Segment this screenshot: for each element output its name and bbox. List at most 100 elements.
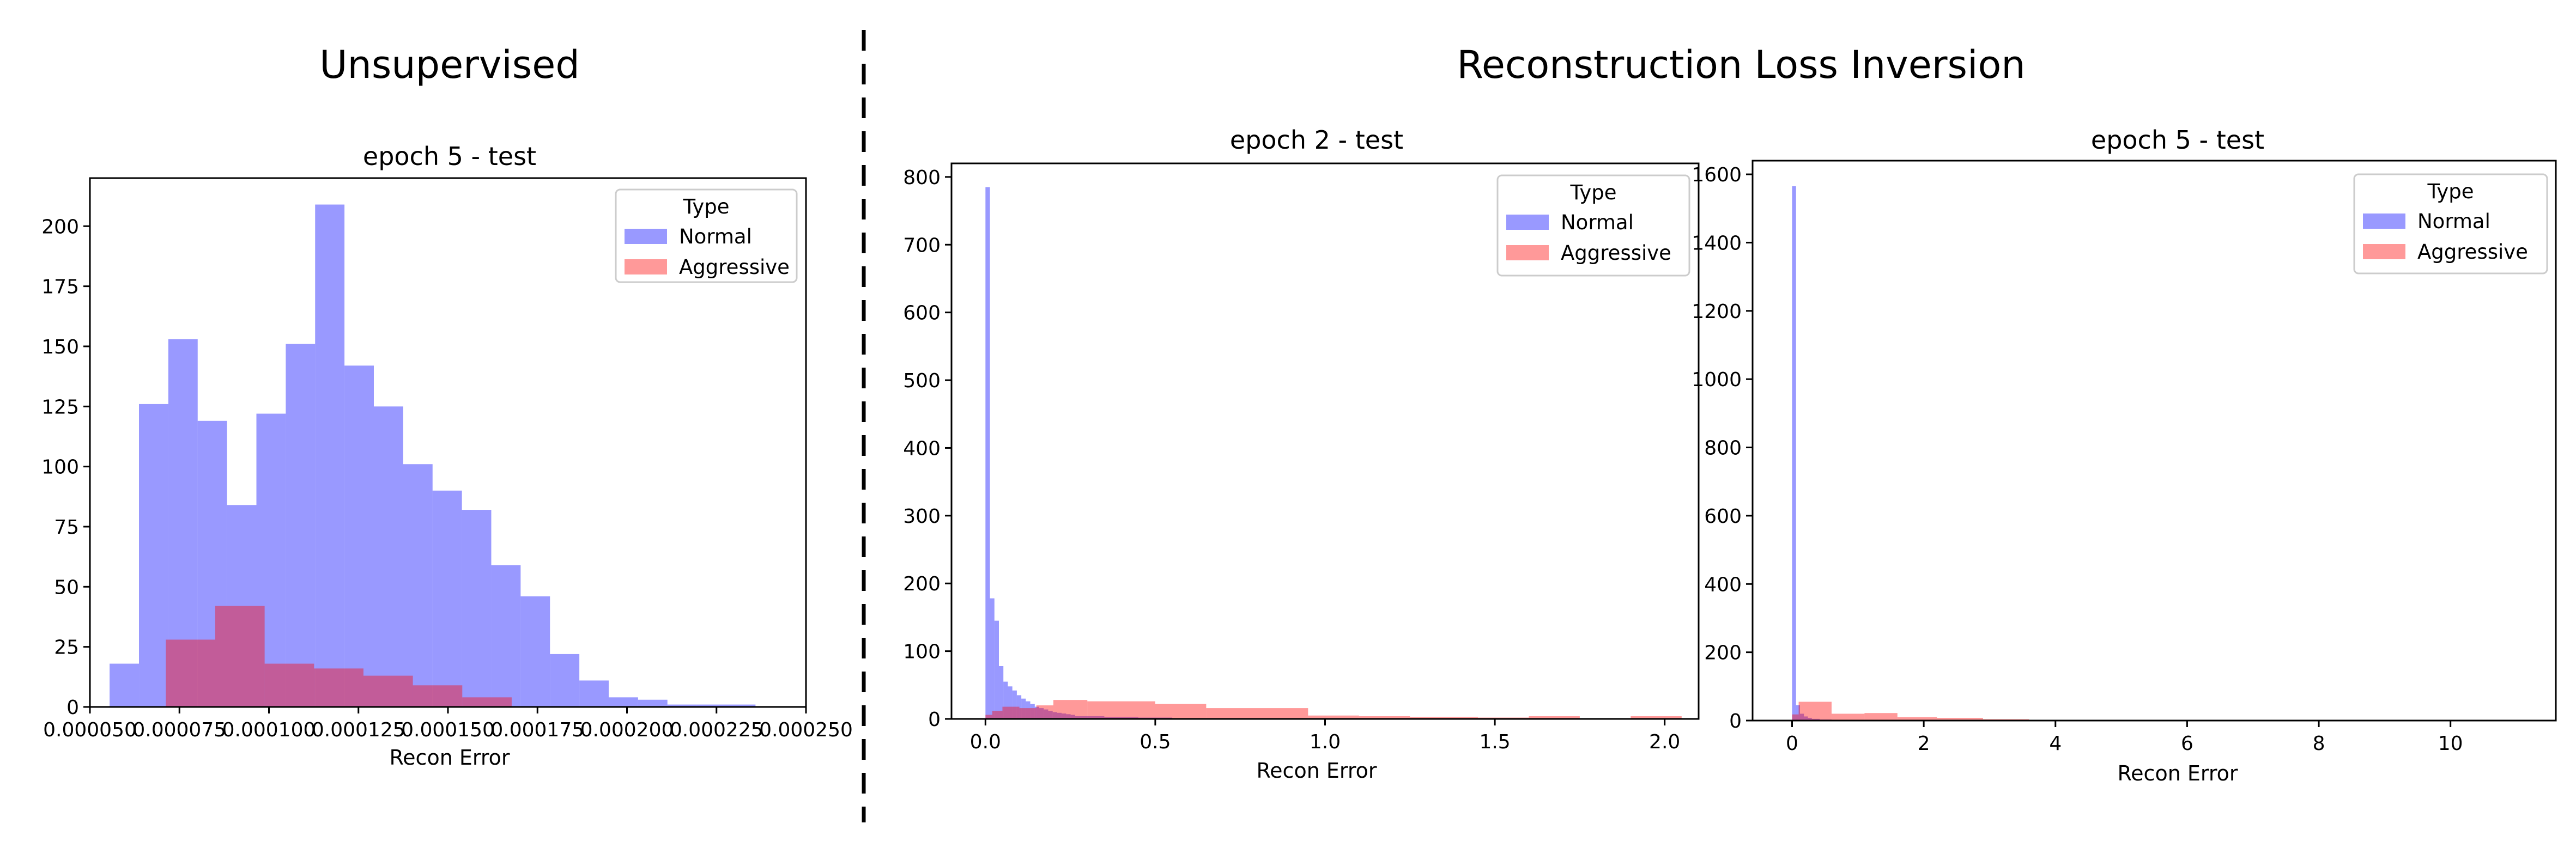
bar-normal-4	[1808, 717, 1812, 721]
legend-swatch-normal	[1506, 215, 1549, 230]
x-tick-label: 0.0	[970, 731, 1001, 753]
legend-label-aggressive: Aggressive	[2417, 240, 2528, 264]
bar-normal-16	[579, 680, 609, 707]
y-ticks: 0 200 400 600 800 1000 1200 1400 1600	[1692, 164, 1753, 733]
bar-normal-10	[1030, 704, 1035, 719]
y-tick-label: 1600	[1692, 164, 1742, 186]
x-axis-label: Recon Error	[2117, 761, 2238, 785]
y-tick-label: 200	[903, 573, 941, 595]
bar-normal-0	[1792, 186, 1796, 721]
y-tick-label: 25	[54, 637, 79, 659]
x-tick-label: 0.000125	[312, 719, 405, 741]
bar-aggressive-5	[1053, 700, 1088, 719]
y-tick-label: 1400	[1692, 232, 1742, 254]
y-tick-label: 100	[903, 641, 941, 663]
section-title-unsupervised: Unsupervised	[319, 42, 580, 87]
y-tick-label: 0	[66, 697, 79, 719]
bar-aggressive-0	[985, 715, 992, 719]
plot-frame	[1751, 160, 2557, 722]
bar-normal-20	[1075, 716, 1105, 719]
bar-aggressive-4	[1036, 705, 1053, 719]
x-tick-label: 8	[2313, 733, 2325, 755]
y-tick-label: 100	[41, 456, 79, 479]
plot-frame	[89, 177, 807, 708]
legend-swatch-aggressive	[1506, 245, 1549, 260]
bar-aggressive-10	[1359, 716, 1410, 719]
bar-normal-1	[139, 404, 168, 707]
y-tick-label: 300	[903, 505, 941, 528]
bar-aggressive-6	[462, 697, 512, 707]
legend-box	[2353, 173, 2548, 274]
bar-normal-6	[1012, 690, 1017, 719]
bar-aggressive-6	[1087, 701, 1155, 719]
x-tick-label: 2	[1918, 733, 1930, 755]
bar-aggressive-3	[314, 668, 363, 707]
bar-aggressive-11	[1410, 717, 1478, 719]
chart-title: epoch 5 - test	[2091, 125, 2264, 155]
bar-aggressive-1	[992, 711, 1003, 719]
legend-box	[1496, 174, 1690, 277]
x-ticks: 0.0000500.0000750.0001000.0001250.000150…	[43, 707, 853, 741]
x-axis-label: Recon Error	[389, 746, 510, 770]
bar-normal-14	[520, 596, 550, 707]
x-tick-label: 10	[2438, 733, 2463, 755]
bar-normal-2	[994, 620, 999, 719]
bar-normal-3	[999, 666, 1004, 719]
x-tick-label: 0.000225	[670, 719, 763, 741]
legend-label-aggressive: Aggressive	[1561, 241, 1671, 265]
y-tick-label: 500	[903, 370, 941, 392]
y-tick-label: 1000	[1692, 369, 1742, 391]
bar-aggressive-7	[1155, 704, 1207, 719]
bar-normal-21	[1104, 717, 1138, 719]
chart-title: epoch 5 - test	[363, 142, 536, 171]
bar-normal-6	[286, 344, 316, 707]
bar-aggressive-4	[1897, 717, 1937, 721]
plot-frame	[950, 162, 1700, 720]
y-tick-label: 200	[41, 216, 79, 238]
bar-normal-18	[1066, 714, 1071, 719]
y-tick-label: 600	[1704, 505, 1742, 528]
legend-swatch-aggressive	[625, 259, 667, 274]
bar-normal-16	[1057, 712, 1062, 719]
bar-normal-3	[197, 420, 227, 707]
bar-normal-13	[1044, 709, 1048, 719]
bar-normal-4	[1003, 681, 1008, 719]
x-axis-label: Recon Error	[1256, 759, 1377, 783]
bar-aggressive-1	[1798, 701, 1832, 721]
bar-aggressive-1	[215, 606, 265, 707]
y-tick-label: 800	[903, 167, 941, 189]
bar-normal-13	[491, 565, 521, 707]
y-ticks: 0 100 200 300 400 500 600 700 800	[903, 167, 951, 731]
y-tick-label: 150	[41, 336, 79, 358]
bar-normal-1	[1796, 705, 1800, 721]
bar-normal-1	[990, 598, 995, 719]
legend-swatch-normal	[2363, 213, 2405, 229]
bar-normal-17	[608, 697, 638, 707]
x-tick-label: 1.5	[1479, 731, 1510, 753]
y-tick-label: 1200	[1692, 301, 1742, 323]
bar-aggressive-3	[1864, 713, 1898, 721]
bar-aggressive-5	[1937, 717, 1983, 721]
y-tick-label: 125	[41, 396, 79, 418]
legend-label-normal: Normal	[2417, 210, 2490, 233]
bar-normal-15	[550, 654, 580, 707]
bar-normal-17	[1062, 713, 1066, 719]
bar-normal-10	[403, 464, 433, 707]
y-tick-label: 700	[903, 234, 941, 257]
x-tick-label: 0.5	[1139, 731, 1171, 753]
bar-normal-11	[1034, 706, 1040, 719]
bars-layer	[985, 187, 1682, 719]
legend-label-aggressive: Aggressive	[679, 255, 790, 279]
y-tick-label: 0	[1729, 710, 1742, 733]
bar-aggressive-2	[1831, 713, 1865, 721]
x-tick-label: 0.000100	[222, 719, 316, 741]
bar-normal-19	[1070, 715, 1075, 719]
x-tick-label: 0.000050	[43, 719, 137, 741]
y-tick-label: 800	[1704, 437, 1742, 460]
bar-normal-8	[344, 365, 374, 707]
bar-normal-5	[256, 413, 286, 707]
bar-normal-4	[227, 505, 257, 707]
x-tick-label: 0.000250	[759, 719, 853, 741]
x-ticks: 0.0 0.5 1.0 1.5 2.0	[970, 719, 1680, 753]
y-tick-label: 600	[903, 302, 941, 325]
